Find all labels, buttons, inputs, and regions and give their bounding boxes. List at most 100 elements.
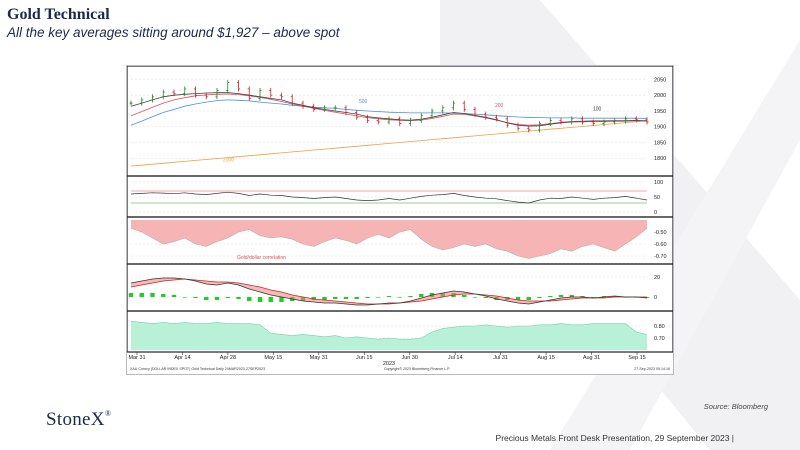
macd-histogram-bar <box>601 296 607 297</box>
macd-frame <box>126 263 674 312</box>
macd-histogram-bar <box>397 297 402 298</box>
panel-macd: 0 20 <box>126 263 674 312</box>
macd-histogram-bar <box>462 295 467 297</box>
macd-histogram-bar <box>483 297 488 298</box>
macd-histogram-bar <box>161 294 166 297</box>
macd-histogram-bar <box>268 297 273 302</box>
rsi-tick-label: 100 <box>654 180 663 186</box>
macd-histogram-bar <box>139 293 144 297</box>
macd-histogram-bar <box>204 297 209 300</box>
macd-histogram-bar <box>386 296 392 297</box>
macd-histogram-bar <box>515 297 521 300</box>
x-tick-label: Mar 31 <box>128 355 145 361</box>
macd-histogram-bar <box>354 297 359 299</box>
macd-histogram-bar <box>236 297 241 299</box>
macd-histogram-bar <box>247 297 252 301</box>
x-tick-label: Apr 14 <box>174 355 190 361</box>
macd-histogram-bar <box>150 293 155 297</box>
ma-label-100: 100 <box>593 106 602 112</box>
brand-name: StoneX <box>46 409 105 430</box>
correlation-area <box>131 220 647 259</box>
x-tick-label: May 31 <box>310 355 328 361</box>
price-tick-label: 1850 <box>654 140 666 146</box>
macd-histogram-bar <box>591 297 596 298</box>
brand-registered-mark: ® <box>104 409 112 418</box>
panel-rsi: 0 50 100 <box>126 175 674 218</box>
macd-spread-fill <box>131 278 647 305</box>
macd-histogram-bar <box>526 297 531 300</box>
macd-tick-label: 0 <box>654 295 657 301</box>
macd-histogram-bar <box>257 297 263 302</box>
macd-histogram-bar <box>311 297 316 300</box>
price-tick-label: 2000 <box>654 93 666 99</box>
correlation-label: Gold/dollar correlation <box>237 255 286 261</box>
rsi-tick-label: 50 <box>654 195 660 201</box>
macd-histogram-bar <box>214 297 220 300</box>
chart-footer-right: 27-Sep-2023 05:14:16 <box>634 367 670 371</box>
volume-tick-label: 0.80 <box>654 324 665 330</box>
macd-histogram-bar <box>343 297 349 299</box>
macd-histogram-bar <box>537 297 542 298</box>
series-macd-signal <box>130 278 647 305</box>
x-tick-label: Jul 14 <box>448 355 463 361</box>
volume-tick-label: 0.70 <box>654 336 665 342</box>
macd-histogram-bar <box>128 293 134 297</box>
rsi-tick-label: 0 <box>654 210 657 216</box>
volume-area <box>131 321 647 350</box>
price-tick-label: 1800 <box>654 156 666 162</box>
macd-histogram-bar <box>580 296 585 297</box>
series-rsi <box>130 191 648 204</box>
price-tick-label: 1950 <box>654 109 666 115</box>
x-tick-label: Aug 31 <box>583 355 600 361</box>
macd-histogram-bar <box>408 296 413 297</box>
panel-price: 1800 1850 1900 1950 2000 2050 500 200 100 2000 <box>126 65 674 177</box>
macd-histogram-bar <box>558 295 564 297</box>
slide-title: Gold Technical <box>7 6 110 23</box>
correlation-tick-label: -0.50 <box>654 230 667 236</box>
footer-text: Precious Metals Front Desk Presentation,… <box>495 433 734 443</box>
price-tick-label: 1900 <box>654 125 666 131</box>
macd-histogram-bar <box>225 297 230 298</box>
x-tick-label: Sep 15 <box>628 355 645 361</box>
macd-histogram-bar <box>569 295 574 297</box>
macd-histogram-bar <box>365 297 370 298</box>
macd-histogram-bar <box>376 297 381 298</box>
series-ma2000 <box>130 120 648 167</box>
macd-histogram-bar <box>193 297 198 298</box>
chart-footer-left: XAU Curncy (DOLLAR INDEX SPOT) Gold Tech… <box>130 367 265 371</box>
macd-histogram-bar <box>171 295 177 297</box>
x-year-label: 2023 <box>383 361 395 367</box>
macd-histogram-bar <box>548 296 553 297</box>
macd-histogram-bar <box>279 297 284 302</box>
macd-histogram-bar <box>322 297 327 300</box>
x-tick-label: May 15 <box>264 355 282 361</box>
x-tick-label: Jun 15 <box>356 355 373 361</box>
series-macd <box>130 277 648 306</box>
ma-label-200: 200 <box>495 103 504 109</box>
x-tick-label: Jun 30 <box>401 355 418 361</box>
x-tick-label: Apr 28 <box>220 355 236 361</box>
macd-tick-label: 20 <box>654 275 660 281</box>
macd-histogram-bar <box>419 294 424 297</box>
x-tick-label: Jul 31 <box>493 355 508 361</box>
source-note: Source: Bloomberg <box>703 402 768 411</box>
macd-histogram-bar <box>333 297 338 299</box>
price-tick-label: 2050 <box>654 77 666 83</box>
x-tick-label: Aug 15 <box>537 355 554 361</box>
correlation-tick-label: -0.70 <box>654 254 667 260</box>
ma-label-500: 500 <box>359 99 368 105</box>
slide-subtitle: All the key averages sitting around $1,9… <box>7 25 340 40</box>
correlation-tick-label: -0.60 <box>654 242 667 248</box>
series-ma50 <box>130 99 648 126</box>
chart-footer-center: Copyright© 2023 Bloomberg Finance L.P. <box>384 367 450 371</box>
x-axis: Mar 31 Apr 14 Apr 28 May 15 May 31 Jun 15 Jun … <box>128 352 646 367</box>
series-correlation <box>130 228 648 259</box>
ma-label-2000: 2000 <box>223 157 234 163</box>
macd-histogram-bar <box>182 297 187 298</box>
panel-correlation: -0.50 -0.60 -0.70 Gold/dollar correlation <box>126 216 674 265</box>
macd-histogram-bar <box>472 297 478 298</box>
panel-volume: 0.70 0.80 <box>126 310 674 353</box>
stonex-logo: StoneX® <box>46 409 111 431</box>
